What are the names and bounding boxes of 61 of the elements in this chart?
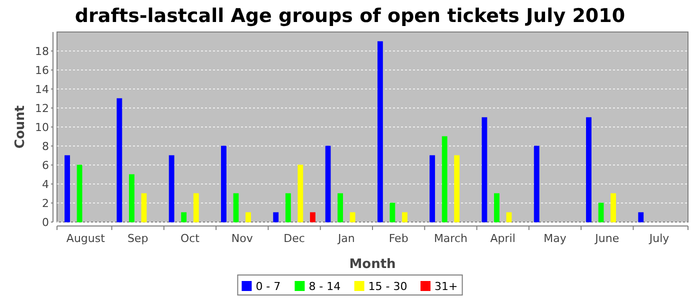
bar [430, 155, 436, 222]
bar [64, 155, 70, 222]
x-tick-label: May [544, 232, 567, 245]
y-tick-label: 16 [35, 64, 49, 77]
y-tick-label: 0 [42, 216, 49, 229]
bar [285, 193, 291, 222]
x-tick-label: Sep [127, 232, 148, 245]
y-tick-label: 14 [35, 82, 49, 96]
y-tick-label: 12 [35, 102, 49, 115]
y-axis-title: Count [13, 105, 28, 149]
bar [310, 212, 316, 222]
bar [442, 136, 448, 222]
y-tick-label: 2 [42, 196, 49, 210]
y-tick-label: 8 [42, 140, 49, 153]
x-tick-label: Jan [336, 232, 355, 245]
bar [338, 193, 343, 222]
bar [586, 117, 592, 222]
legend-label: 31+ [434, 280, 458, 293]
bar [116, 98, 122, 222]
x-axis-title: Month [349, 257, 396, 272]
bar [390, 202, 396, 222]
x-tick-label: Oct [180, 232, 200, 245]
bar [128, 174, 134, 222]
x-tick-label: Feb [388, 232, 408, 245]
x-tick-label: Dec [284, 232, 305, 245]
bar [377, 41, 383, 222]
bar [193, 193, 199, 222]
legend-label: 8 - 14 [308, 280, 341, 293]
bar [610, 193, 616, 222]
bar [76, 164, 82, 222]
bar [181, 212, 187, 222]
bar [454, 155, 460, 222]
bar [494, 193, 500, 222]
bar [273, 212, 279, 222]
bar [325, 146, 331, 222]
bar [221, 146, 226, 222]
y-tick-label: 4 [42, 178, 49, 191]
bar [141, 193, 147, 222]
x-tick-label: Nov [231, 232, 254, 245]
x-tick-label: August [66, 232, 106, 245]
bar [482, 117, 488, 222]
x-tick-label: July [648, 232, 670, 245]
bar [168, 155, 174, 222]
bar [246, 212, 251, 222]
chart-title: drafts-lastcall Age groups of open tickets July 2010 [74, 5, 626, 27]
legend-label: 0 - 7 [256, 280, 281, 293]
bar [534, 146, 540, 222]
x-tick-label: April [490, 232, 516, 245]
x-tick-label: March [434, 232, 468, 245]
bar [298, 164, 304, 222]
bar [598, 202, 604, 222]
bar [350, 212, 356, 222]
bar [638, 212, 644, 222]
y-tick-label: 10 [35, 120, 49, 134]
legend-label: 15 - 30 [368, 280, 408, 293]
x-tick-label: June [594, 232, 620, 245]
bar [233, 193, 239, 222]
y-tick-label: 18 [35, 44, 49, 58]
y-tick-label: 6 [42, 158, 49, 172]
bar [402, 212, 408, 222]
bar [506, 212, 512, 222]
